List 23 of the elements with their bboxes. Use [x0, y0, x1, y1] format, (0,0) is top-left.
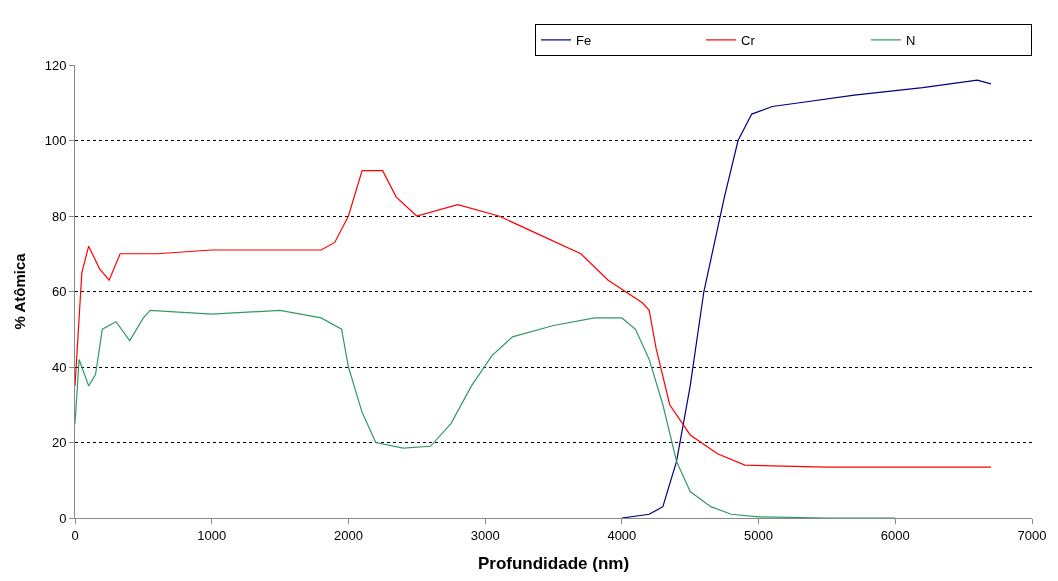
- y-tick-label: 60: [51, 284, 67, 300]
- line-series: [75, 309, 896, 518]
- x-tick-label: 6000: [880, 527, 910, 543]
- legend-label: Cr: [741, 32, 756, 48]
- y-tick-label: 0: [59, 510, 67, 526]
- x-tick-label: 7000: [1017, 527, 1047, 543]
- x-tick-label: 5000: [744, 527, 774, 543]
- line-series: [621, 79, 992, 518]
- line-series: [75, 170, 992, 468]
- x-tick-label: 3000: [470, 527, 500, 543]
- legend-label: Fe: [576, 32, 592, 48]
- legend-label: N: [906, 32, 916, 48]
- y-tick-label: 80: [51, 208, 67, 224]
- y-axis-title: % Atômica: [10, 252, 28, 330]
- x-axis-title: Profundidade (nm): [477, 554, 630, 573]
- y-tick-label: 20: [51, 435, 67, 451]
- y-tick-label: 40: [51, 359, 67, 375]
- y-tick-label: 120: [44, 57, 67, 73]
- x-tick-label: 0: [71, 527, 79, 543]
- x-tick-label: 4000: [607, 527, 637, 543]
- x-tick-label: 2000: [333, 527, 363, 543]
- y-tick-label: 100: [44, 133, 67, 149]
- x-tick-label: 1000: [197, 527, 227, 543]
